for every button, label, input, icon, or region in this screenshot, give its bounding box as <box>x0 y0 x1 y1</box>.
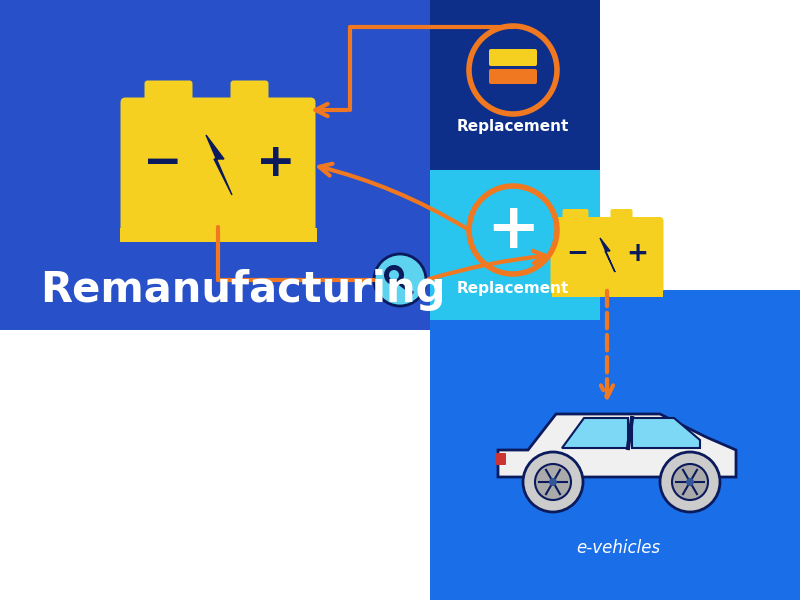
Polygon shape <box>498 414 736 477</box>
Circle shape <box>660 452 720 512</box>
Text: e-vehicles: e-vehicles <box>576 539 660 557</box>
FancyBboxPatch shape <box>610 209 633 225</box>
FancyBboxPatch shape <box>550 217 663 293</box>
FancyBboxPatch shape <box>230 80 269 109</box>
FancyBboxPatch shape <box>121 97 315 232</box>
Polygon shape <box>0 0 560 330</box>
Circle shape <box>549 478 557 486</box>
Polygon shape <box>600 238 615 272</box>
Circle shape <box>672 464 708 500</box>
Polygon shape <box>206 135 232 195</box>
Text: Replacement: Replacement <box>457 280 569 295</box>
Text: −: − <box>143 140 183 185</box>
Circle shape <box>469 26 557 114</box>
Polygon shape <box>632 418 700 448</box>
Text: Replacement: Replacement <box>457 118 569 133</box>
Text: +: + <box>486 199 540 261</box>
FancyBboxPatch shape <box>496 453 506 465</box>
Polygon shape <box>430 0 600 170</box>
FancyBboxPatch shape <box>489 49 537 66</box>
Circle shape <box>535 464 571 500</box>
Bar <box>551 289 662 297</box>
Circle shape <box>523 452 583 512</box>
Polygon shape <box>430 290 800 600</box>
Circle shape <box>389 270 399 280</box>
Polygon shape <box>396 280 414 295</box>
Circle shape <box>384 265 404 285</box>
Circle shape <box>374 254 426 306</box>
Polygon shape <box>0 320 430 600</box>
Bar <box>119 227 317 241</box>
FancyBboxPatch shape <box>489 69 537 84</box>
Text: +: + <box>626 241 648 267</box>
Circle shape <box>686 478 694 486</box>
Polygon shape <box>430 170 600 320</box>
Circle shape <box>469 186 557 274</box>
FancyBboxPatch shape <box>562 209 589 225</box>
Text: −: − <box>566 241 588 267</box>
Text: Remanufacturing: Remanufacturing <box>40 269 446 311</box>
Polygon shape <box>562 418 628 448</box>
Text: +: + <box>256 140 296 185</box>
FancyBboxPatch shape <box>145 80 193 109</box>
